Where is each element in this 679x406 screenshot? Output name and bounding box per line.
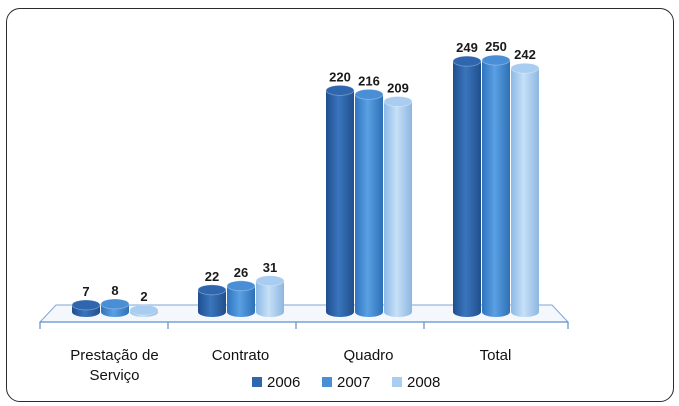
data-label: 26 (234, 265, 248, 280)
bar-top (71, 299, 101, 311)
bar-base (72, 307, 100, 317)
bar-top (354, 89, 384, 100)
data-label: 209 (387, 80, 409, 95)
legend-swatch-2007 (322, 377, 332, 387)
bar-top (510, 62, 540, 74)
bar-body (355, 94, 383, 313)
data-label: 250 (485, 39, 507, 54)
bar-2007-2 (354, 89, 384, 317)
category-label: Contrato (212, 347, 270, 364)
category-label: Quadro (343, 347, 393, 364)
bar-base (453, 307, 481, 317)
data-label: 7 (82, 284, 89, 299)
bar-body (482, 60, 510, 312)
bar-base (384, 307, 412, 317)
data-label: 249 (456, 40, 478, 55)
bar-2007-1 (226, 280, 256, 317)
bar-body (326, 90, 354, 313)
data-label: 22 (205, 269, 219, 284)
bars-layer (71, 54, 540, 317)
data-label: 31 (263, 260, 277, 275)
data-label: 2 (140, 289, 147, 304)
bar-top (226, 280, 256, 292)
bar-2008-1 (255, 275, 285, 317)
data-label: 8 (111, 283, 118, 298)
bar-top (100, 298, 130, 310)
bar-base (355, 307, 383, 317)
legend-swatch-2008 (392, 377, 402, 387)
bar-2006-2 (325, 84, 355, 317)
bar-top (197, 284, 227, 296)
bar-top (481, 54, 511, 66)
bar-body (511, 68, 539, 313)
bar-base (227, 307, 255, 317)
legend: 2006 2007 2008 (252, 374, 440, 391)
data-label: 242 (514, 47, 536, 62)
bar-base (198, 307, 226, 317)
bar-2006-1 (197, 284, 227, 317)
bar-2006-0 (71, 299, 101, 317)
category-label: Serviço (89, 367, 139, 384)
bar-2006-3 (452, 55, 482, 317)
bar-2008-3 (510, 62, 540, 317)
legend-swatch-2006 (252, 377, 262, 387)
data-label: 220 (329, 69, 351, 84)
bar-body (198, 289, 226, 312)
bar-body (453, 61, 481, 313)
bar-base (256, 307, 284, 317)
bar-base (326, 307, 354, 317)
labels-layer: 7 8 2 Prestação de Serviço 22 26 31 Contrato 220 2… (70, 39, 536, 384)
bar-body (256, 280, 284, 312)
bar-top (452, 55, 482, 67)
category-label: Prestação de (70, 347, 158, 364)
legend-label-2006: 2006 (267, 374, 300, 391)
bar-2008-0 (129, 304, 159, 317)
bar-top (255, 275, 285, 287)
legend-label-2008: 2008 (407, 374, 440, 391)
legend-label-2007: 2007 (337, 374, 370, 391)
bar-base (101, 307, 129, 317)
chart-floor (38, 304, 570, 329)
bar-2008-2 (383, 96, 413, 317)
bar-top (129, 304, 159, 316)
category-label: Total (480, 347, 512, 364)
bar-base (482, 307, 510, 317)
bar-body (384, 101, 412, 313)
bar-top (325, 84, 355, 96)
data-label: 216 (358, 73, 380, 88)
bar-2007-3 (481, 54, 511, 317)
bar-top (383, 96, 413, 107)
bar-base (511, 307, 539, 317)
bar-2007-0 (100, 298, 130, 317)
